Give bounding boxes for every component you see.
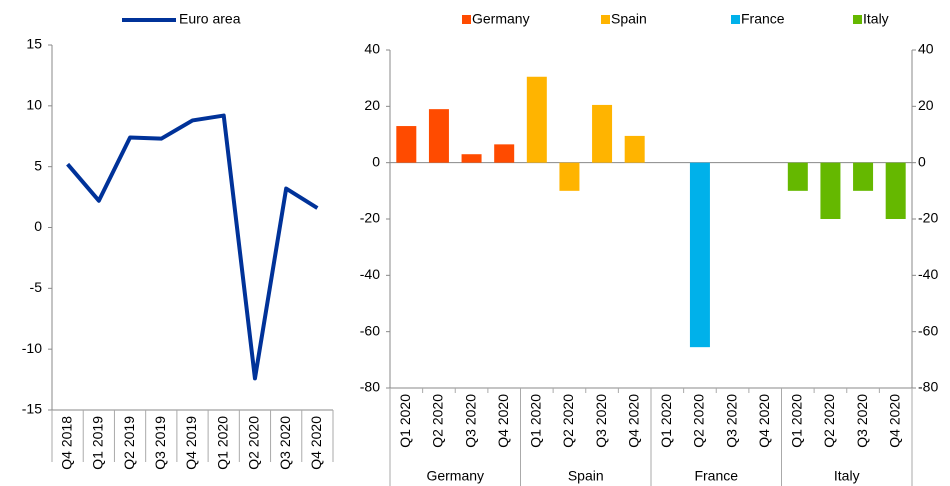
y-tick-label: 15 — [26, 36, 42, 52]
legend-swatch — [601, 15, 610, 24]
x-tick-label: Q4 2018 — [58, 416, 74, 470]
group-label: France — [694, 468, 738, 484]
y2-tick-label: -60 — [918, 322, 938, 338]
bar — [396, 126, 417, 163]
bar — [885, 162, 906, 219]
x-tick-label: Q4 2020 — [308, 416, 324, 470]
x-tick-label: Q2 2020 — [691, 394, 707, 448]
group-label: Spain — [568, 468, 604, 484]
y-tick-label: -15 — [22, 401, 42, 417]
x-tick-label: Q2 2020 — [560, 394, 576, 448]
bar — [689, 162, 710, 348]
x-tick-label: Q3 2020 — [723, 394, 739, 448]
y2-tick-label: -80 — [918, 379, 938, 395]
bar — [787, 162, 808, 191]
y2-tick-label: 0 — [918, 153, 926, 169]
x-tick-label: Q4 2019 — [183, 416, 199, 470]
y2-tick-label: -20 — [918, 210, 938, 226]
legend-label: Germany — [472, 11, 530, 27]
x-tick-label: Q4 2020 — [495, 394, 511, 448]
bar — [428, 109, 449, 163]
y-tick-label: -60 — [360, 322, 380, 338]
y-tick-label: 20 — [364, 97, 380, 113]
x-tick-label: Q1 2019 — [90, 416, 106, 470]
bar — [592, 104, 613, 163]
x-tick-label: Q2 2020 — [430, 394, 446, 448]
y2-tick-label: 20 — [918, 97, 934, 113]
x-tick-label: Q3 2020 — [854, 394, 870, 448]
bar — [624, 135, 645, 163]
x-tick-label: Q3 2020 — [593, 394, 609, 448]
bar — [853, 162, 874, 191]
y-tick-label: 5 — [34, 157, 42, 173]
bar — [494, 144, 515, 163]
x-tick-label: Q1 2020 — [397, 394, 413, 448]
y-tick-label: -80 — [360, 379, 380, 395]
bar — [526, 76, 547, 163]
legend-label: Italy — [863, 11, 889, 27]
x-tick-label: Q3 2020 — [462, 394, 478, 448]
x-tick-label: Q2 2020 — [246, 416, 262, 470]
x-tick-label: Q1 2020 — [789, 394, 805, 448]
y-tick-label: -5 — [30, 279, 43, 295]
x-tick-label: Q3 2019 — [152, 416, 168, 470]
legend-swatch — [462, 15, 471, 24]
y-tick-label: 0 — [34, 218, 42, 234]
line-series — [66, 113, 319, 381]
y-tick-label: -10 — [22, 340, 42, 356]
y-tick-label: 10 — [26, 97, 42, 113]
y-tick-label: -40 — [360, 266, 380, 282]
group-label: Italy — [834, 468, 860, 484]
x-tick-label: Q1 2020 — [214, 416, 230, 470]
y-tick-label: 0 — [372, 153, 380, 169]
legend-swatch — [731, 15, 740, 24]
x-tick-label: Q1 2020 — [658, 394, 674, 448]
bar — [559, 162, 580, 191]
group-label: Germany — [426, 468, 484, 484]
legend-swatch — [853, 15, 862, 24]
x-tick-label: Q1 2020 — [528, 394, 544, 448]
y2-tick-label: 40 — [918, 41, 934, 57]
bar — [461, 154, 482, 163]
x-tick-label: Q4 2020 — [756, 394, 772, 448]
x-tick-label: Q4 2020 — [886, 394, 902, 448]
y2-tick-label: -40 — [918, 266, 938, 282]
legend-label: France — [741, 11, 785, 27]
legend-label: Spain — [611, 11, 647, 27]
x-tick-label: Q2 2020 — [821, 394, 837, 448]
bar — [820, 162, 841, 219]
y-tick-label: -20 — [360, 210, 380, 226]
x-tick-label: Q4 2020 — [625, 394, 641, 448]
legend-label: Euro area — [179, 11, 241, 27]
x-tick-label: Q2 2019 — [121, 416, 137, 470]
x-tick-label: Q3 2020 — [277, 416, 293, 470]
y-tick-label: 40 — [364, 41, 380, 57]
